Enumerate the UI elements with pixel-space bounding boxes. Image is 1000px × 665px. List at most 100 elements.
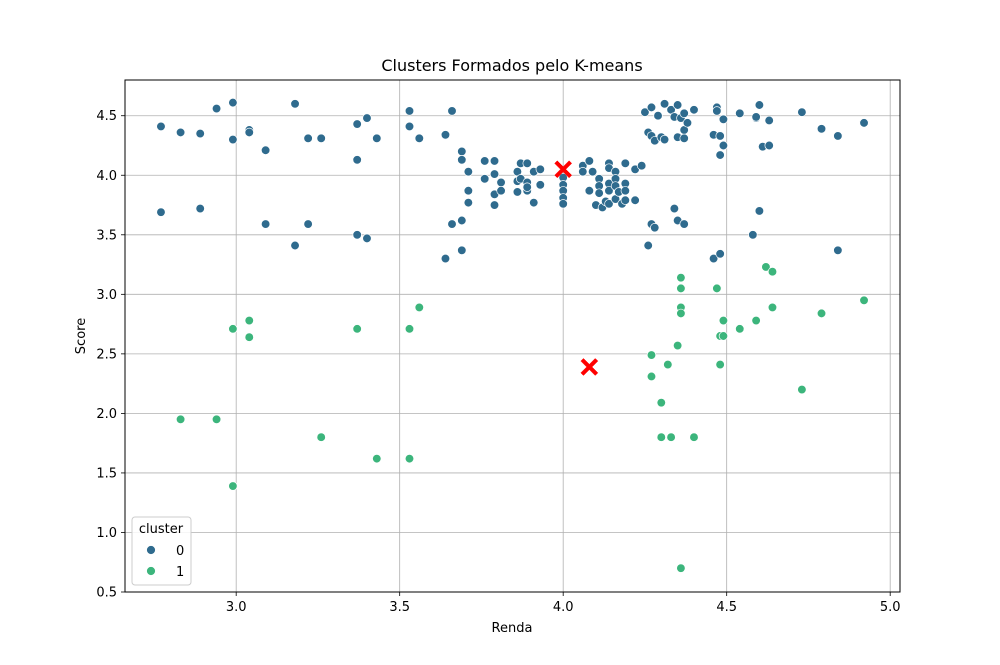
point-cluster-0 <box>708 253 719 264</box>
point-cluster-1 <box>175 414 186 424</box>
point-cluster-1 <box>404 453 415 464</box>
point-cluster-0 <box>715 249 725 259</box>
x-axis-ticks: 3.0 3.5 4.0 4.5 5.0 <box>226 592 901 615</box>
point-cluster-0 <box>303 133 313 143</box>
point-cluster-0 <box>859 118 869 128</box>
point-cluster-1 <box>767 267 778 277</box>
point-cluster-0 <box>679 108 689 118</box>
x-axis-label: Renda <box>492 621 533 636</box>
point-cluster-0 <box>372 133 382 143</box>
point-cluster-1 <box>859 295 869 305</box>
point-cluster-0 <box>659 99 670 109</box>
point-cluster-1 <box>672 340 683 351</box>
point-cluster-0 <box>457 245 467 255</box>
point-cluster-1 <box>244 332 254 342</box>
point-cluster-1 <box>751 315 761 326</box>
point-cluster-1 <box>712 283 722 294</box>
point-cluster-0 <box>797 107 807 117</box>
point-cluster-1 <box>676 308 686 319</box>
point-cluster-0 <box>228 134 238 145</box>
point-cluster-0 <box>535 180 545 190</box>
x-tick-label: 3.0 <box>226 600 247 615</box>
point-cluster-0 <box>718 114 729 124</box>
point-cluster-0 <box>228 97 238 108</box>
point-cluster-0 <box>457 146 467 157</box>
point-cluster-0 <box>715 131 725 141</box>
point-cluster-0 <box>712 106 722 116</box>
plot-frame <box>124 79 901 593</box>
point-cluster-0 <box>584 156 594 166</box>
point-cluster-1 <box>676 563 686 573</box>
point-cluster-0 <box>260 219 271 229</box>
point-cluster-0 <box>764 140 774 151</box>
point-cluster-0 <box>816 124 827 134</box>
point-cluster-0 <box>480 156 490 166</box>
point-cluster-0 <box>689 105 699 115</box>
point-cluster-1 <box>735 324 745 334</box>
point-cluster-0 <box>718 140 729 151</box>
point-cluster-0 <box>637 161 647 171</box>
point-cluster-0 <box>496 186 506 196</box>
point-cluster-0 <box>833 245 843 255</box>
point-cluster-0 <box>489 169 500 179</box>
point-cluster-0 <box>440 253 451 264</box>
point-cluster-0 <box>463 197 474 208</box>
point-cluster-0 <box>751 112 761 122</box>
point-cluster-0 <box>463 186 474 196</box>
x-tick-label: 4.0 <box>553 600 574 615</box>
point-cluster-0 <box>489 200 500 210</box>
point-cluster-1 <box>718 331 729 341</box>
y-tick-label: 1.5 <box>96 466 117 481</box>
point-cluster-0 <box>643 240 653 251</box>
point-cluster-1 <box>372 453 382 464</box>
point-cluster-0 <box>672 100 683 110</box>
point-cluster-1 <box>228 481 238 491</box>
point-cluster-0 <box>362 233 372 244</box>
point-cluster-0 <box>682 118 693 128</box>
point-cluster-0 <box>260 145 271 155</box>
point-cluster-0 <box>362 113 372 123</box>
point-cluster-0 <box>512 187 523 197</box>
point-cluster-0 <box>764 115 774 126</box>
y-tick-label: 3.0 <box>96 288 117 303</box>
point-cluster-1 <box>767 302 778 313</box>
point-cluster-0 <box>414 133 424 143</box>
point-cluster-0 <box>587 167 598 177</box>
point-cluster-0 <box>529 197 539 208</box>
point-cluster-0 <box>659 134 670 145</box>
y-tick-label: 3.5 <box>96 228 117 243</box>
point-cluster-1 <box>656 432 666 442</box>
point-cluster-1 <box>715 359 725 370</box>
point-cluster-0 <box>594 188 604 198</box>
point-cluster-0 <box>480 174 490 184</box>
point-cluster-1 <box>761 262 771 272</box>
point-cluster-0 <box>195 128 205 139</box>
point-cluster-0 <box>833 131 843 141</box>
legend-label-0: 0 <box>176 544 184 559</box>
point-cluster-0 <box>195 203 205 214</box>
point-cluster-1 <box>666 432 676 442</box>
point-cluster-0 <box>156 121 166 132</box>
point-cluster-0 <box>620 158 630 168</box>
y-tick-label: 0.5 <box>96 586 117 601</box>
point-cluster-0 <box>316 133 326 143</box>
point-cluster-0 <box>650 222 660 233</box>
point-cluster-0 <box>620 186 630 196</box>
point-cluster-1 <box>352 324 362 334</box>
point-cluster-0 <box>522 158 532 168</box>
point-cluster-1 <box>663 359 673 370</box>
chart-title: Clusters Formados pelo K-means <box>381 56 642 75</box>
x-tick-label: 5.0 <box>880 600 901 615</box>
point-cluster-0 <box>404 106 415 116</box>
point-cluster-0 <box>156 207 166 217</box>
point-cluster-1 <box>646 350 657 360</box>
point-cluster-1 <box>676 273 686 283</box>
point-cluster-0 <box>447 106 457 116</box>
point-cluster-1 <box>797 384 807 395</box>
legend-label-1: 1 <box>176 565 184 580</box>
point-cluster-0 <box>457 215 467 226</box>
point-cluster-1 <box>676 283 686 294</box>
point-cluster-1 <box>244 315 254 326</box>
point-cluster-0 <box>457 155 467 165</box>
